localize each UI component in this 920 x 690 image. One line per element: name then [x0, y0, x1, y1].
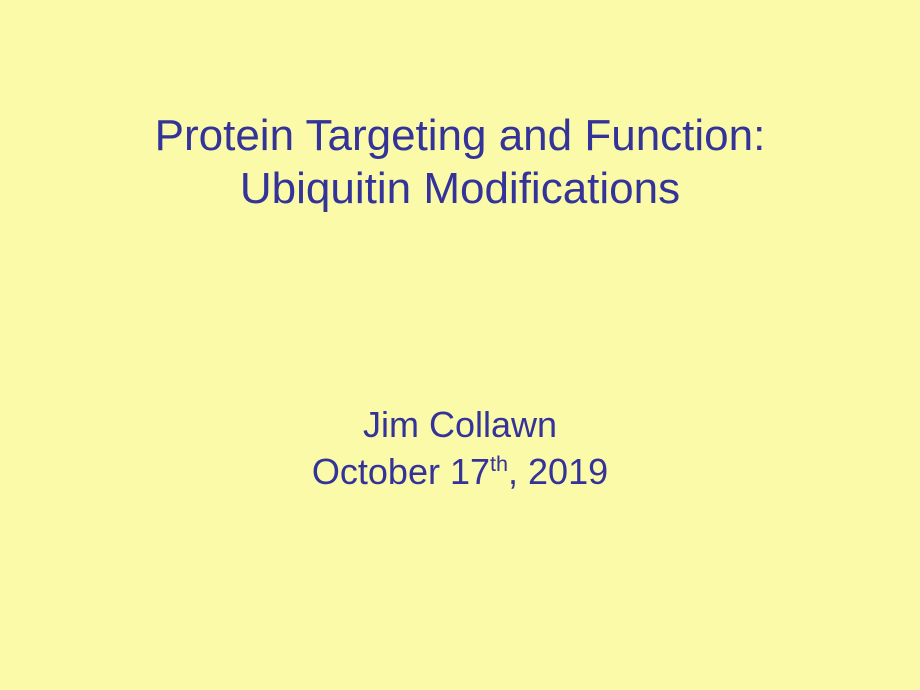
date-ordinal: th — [490, 451, 508, 476]
title-line-1: Protein Targeting and Function: — [0, 110, 920, 163]
slide: Protein Targeting and Function: Ubiquiti… — [0, 0, 920, 690]
date-suffix: , 2019 — [508, 451, 608, 492]
date-line: October 17th, 2019 — [0, 449, 920, 496]
date-prefix: October 17 — [312, 451, 490, 492]
title-block: Protein Targeting and Function: Ubiquiti… — [0, 110, 920, 216]
subtitle-block: Jim Collawn October 17th, 2019 — [0, 402, 920, 496]
title-line-2: Ubiquitin Modifications — [0, 163, 920, 216]
author-line: Jim Collawn — [0, 402, 920, 449]
